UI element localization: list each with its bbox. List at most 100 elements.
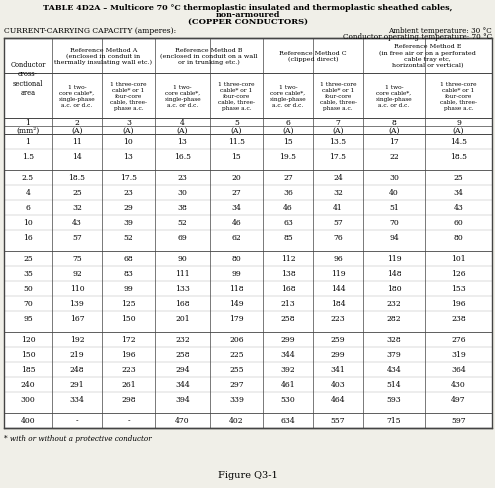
Text: 126: 126: [451, 270, 466, 278]
Text: 57: 57: [333, 219, 343, 227]
Text: 70: 70: [389, 219, 399, 227]
Text: 339: 339: [229, 396, 244, 404]
Text: 10: 10: [124, 138, 133, 146]
Text: 232: 232: [387, 300, 401, 308]
Text: 57: 57: [72, 234, 82, 242]
Text: 17.5: 17.5: [120, 174, 137, 182]
Text: 1 two-
core cable*,
single-phase
a.c. or d.c.: 1 two- core cable*, single-phase a.c. or…: [270, 85, 306, 108]
Text: 1 three-core
cable* or 1
four-core
cable, three-
phase a.c.: 1 three-core cable* or 1 four-core cable…: [218, 82, 255, 111]
Text: 4: 4: [180, 119, 185, 127]
Text: 6: 6: [286, 119, 291, 127]
Text: 148: 148: [387, 270, 401, 278]
Text: 557: 557: [331, 417, 346, 425]
Text: 344: 344: [281, 351, 296, 359]
Text: 41: 41: [333, 204, 343, 212]
Text: 101: 101: [451, 255, 466, 263]
Text: (A): (A): [388, 127, 400, 135]
Text: 344: 344: [175, 381, 190, 389]
Text: (mm²): (mm²): [16, 127, 40, 135]
Text: 76: 76: [333, 234, 343, 242]
Text: 14: 14: [72, 153, 82, 161]
Text: 248: 248: [70, 366, 84, 374]
Text: 299: 299: [331, 351, 346, 359]
Text: 13: 13: [124, 153, 134, 161]
Text: 402: 402: [229, 417, 244, 425]
Text: 51: 51: [389, 204, 399, 212]
Text: 19.5: 19.5: [280, 153, 297, 161]
Text: 99: 99: [232, 270, 242, 278]
Text: 138: 138: [281, 270, 296, 278]
Text: 32: 32: [72, 204, 82, 212]
Text: 259: 259: [331, 336, 346, 344]
Text: Ambient temperature: 30 °C: Ambient temperature: 30 °C: [388, 27, 492, 35]
Text: (A): (A): [332, 127, 344, 135]
Text: 43: 43: [72, 219, 82, 227]
Text: 464: 464: [331, 396, 346, 404]
Text: 298: 298: [121, 396, 136, 404]
Text: 392: 392: [281, 366, 296, 374]
Text: 434: 434: [387, 366, 401, 374]
Text: 75: 75: [72, 255, 82, 263]
Text: 430: 430: [451, 381, 466, 389]
Text: (A): (A): [231, 127, 242, 135]
Text: 23: 23: [124, 189, 134, 197]
Text: 150: 150: [21, 351, 35, 359]
Text: 119: 119: [331, 270, 346, 278]
Text: 291: 291: [70, 381, 84, 389]
Text: (A): (A): [453, 127, 464, 135]
Text: 196: 196: [451, 300, 466, 308]
Text: 168: 168: [175, 300, 190, 308]
Text: 150: 150: [121, 315, 136, 323]
Text: 80: 80: [232, 255, 242, 263]
Text: 13: 13: [178, 138, 188, 146]
Text: TABLE 4D2A – Multicore 70 °C thermoplastic insulated and thermoplastic sheathed : TABLE 4D2A – Multicore 70 °C thermoplast…: [43, 4, 452, 12]
Text: 403: 403: [331, 381, 346, 389]
Text: (A): (A): [71, 127, 83, 135]
Text: 223: 223: [331, 315, 346, 323]
Text: 52: 52: [124, 234, 133, 242]
Text: 1 two-
core cable*,
single-phase
a.c. or d.c.: 1 two- core cable*, single-phase a.c. or…: [164, 85, 201, 108]
Text: 153: 153: [451, 285, 466, 293]
Text: 400: 400: [21, 417, 35, 425]
Text: 1: 1: [26, 138, 30, 146]
Text: 70: 70: [23, 300, 33, 308]
Text: 219: 219: [70, 351, 84, 359]
Text: 1 three-core
cable* or 1
four-core
cable, three-
phase a.c.: 1 three-core cable* or 1 four-core cable…: [319, 82, 356, 111]
Text: 92: 92: [72, 270, 82, 278]
Text: 34: 34: [232, 204, 242, 212]
Text: 201: 201: [175, 315, 190, 323]
Text: 597: 597: [451, 417, 466, 425]
Bar: [4, 39, 492, 428]
Text: 255: 255: [229, 366, 244, 374]
Text: 172: 172: [121, 336, 136, 344]
Text: 85: 85: [283, 234, 293, 242]
Text: 29: 29: [124, 204, 133, 212]
Text: Reference Method A
(enclosed in conduit in
thermally insulating wall etc.): Reference Method A (enclosed in conduit …: [54, 47, 152, 65]
Text: 5: 5: [234, 119, 239, 127]
Text: 22: 22: [389, 153, 399, 161]
Text: 8: 8: [392, 119, 396, 127]
Text: 111: 111: [175, 270, 190, 278]
Text: 119: 119: [387, 255, 401, 263]
Text: 96: 96: [333, 255, 343, 263]
Text: 27: 27: [283, 174, 293, 182]
Text: 38: 38: [178, 204, 188, 212]
Text: 120: 120: [21, 336, 35, 344]
Text: 530: 530: [281, 396, 296, 404]
Text: 593: 593: [387, 396, 401, 404]
Text: 294: 294: [175, 366, 190, 374]
Text: 167: 167: [70, 315, 84, 323]
Text: 62: 62: [232, 234, 242, 242]
Text: 1 three-core
cable* or 1
four-core
cable, three-
phase a.c.: 1 three-core cable* or 1 four-core cable…: [440, 82, 477, 111]
Text: 261: 261: [121, 381, 136, 389]
Text: 90: 90: [178, 255, 188, 263]
Text: 225: 225: [229, 351, 244, 359]
Text: 379: 379: [387, 351, 401, 359]
Text: 17: 17: [389, 138, 399, 146]
Text: 364: 364: [451, 366, 466, 374]
Text: 35: 35: [23, 270, 33, 278]
Text: 196: 196: [121, 351, 136, 359]
Text: 328: 328: [387, 336, 401, 344]
Text: 13.5: 13.5: [330, 138, 346, 146]
Text: 341: 341: [331, 366, 346, 374]
